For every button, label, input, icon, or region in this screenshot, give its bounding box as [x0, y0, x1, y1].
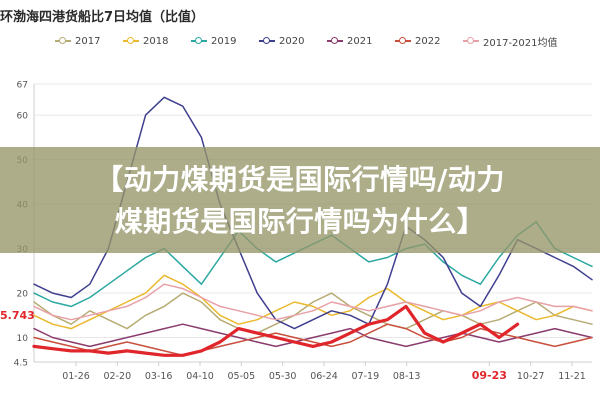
x-tick-label: 09-23: [472, 369, 507, 382]
headline-banner: [0, 147, 600, 253]
legend: 2017 2018 2019 2020 2021 2022 2017-2021均值: [55, 32, 595, 50]
series-line-current: [32, 304, 520, 357]
legend-label: 2019: [211, 35, 237, 47]
legend-label: 2021: [347, 35, 373, 47]
legend-swatch: [395, 36, 411, 46]
headline-line-1: 【动力煤期货是国际行情吗/动力: [95, 163, 505, 196]
x-tick-label: 08-13: [393, 371, 421, 382]
series-line-2017: [33, 292, 593, 334]
legend-item[interactable]: 2017: [55, 32, 100, 50]
chart-title: 环渤海四港货船比7日均值（比值）: [0, 10, 205, 25]
legend-label: 2020: [279, 35, 305, 47]
legend-swatch: [259, 36, 275, 46]
y-tick-label: 60: [17, 112, 29, 122]
y-tick-label: 20: [17, 290, 29, 300]
legend-swatch: [123, 36, 139, 46]
series-line-2021: [33, 323, 593, 348]
legend-swatch: [327, 36, 343, 46]
legend-swatch: [463, 36, 479, 46]
x-tick-label: 11-21: [558, 371, 586, 382]
tick-labels: 4.51020304050606701-2602-2003-1604-1005-…: [14, 81, 586, 383]
x-tick-label: 05-30: [269, 371, 297, 382]
series-line-2017-2021均值: [33, 283, 593, 321]
legend-item[interactable]: 2018: [123, 32, 168, 50]
legend-label: 2017: [75, 35, 101, 47]
x-tick-label: 03-16: [145, 371, 173, 382]
legend-item[interactable]: 2017-2021均值: [463, 32, 558, 50]
legend-label: 2022: [415, 35, 441, 47]
series-line-2022: [33, 323, 593, 357]
legend-item[interactable]: 2021: [327, 32, 372, 50]
x-tick-label: 10-27: [517, 371, 545, 382]
y-tick-label: 4.5: [14, 359, 28, 369]
legend-label: 2018: [143, 35, 169, 47]
x-tick-label: 05-05: [228, 371, 256, 382]
legend-item[interactable]: 2019: [191, 32, 236, 50]
current-value-label: 5.743: [0, 309, 35, 322]
x-tick-label: 02-20: [104, 371, 132, 382]
headline-line-2: 煤期货是国际行情吗为什么】: [114, 205, 486, 238]
legend-label: 2017-2021均值: [483, 37, 558, 49]
x-tick-label: 01-26: [62, 371, 90, 382]
legend-item[interactable]: 2022: [395, 32, 440, 50]
y-tick-label: 67: [17, 81, 28, 91]
headline-text: 【动力煤期货是国际行情吗/动力 煤期货是国际行情吗为什么】: [0, 159, 600, 243]
y-tick-label: 10: [17, 334, 29, 344]
legend-item[interactable]: 2020: [259, 32, 304, 50]
x-tick-label: 07-19: [352, 371, 380, 382]
x-tick-label: 06-24: [310, 371, 338, 382]
x-tick-label: 04-10: [186, 371, 214, 382]
legend-swatch: [55, 36, 71, 46]
legend-swatch: [191, 36, 207, 46]
